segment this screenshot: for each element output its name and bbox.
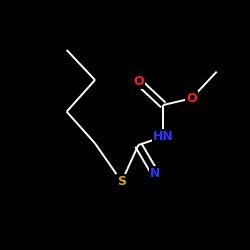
Text: S: S	[117, 175, 126, 188]
Text: O: O	[133, 75, 144, 88]
Text: N: N	[150, 167, 160, 180]
Text: HN: HN	[153, 130, 174, 143]
Text: O: O	[186, 92, 197, 105]
